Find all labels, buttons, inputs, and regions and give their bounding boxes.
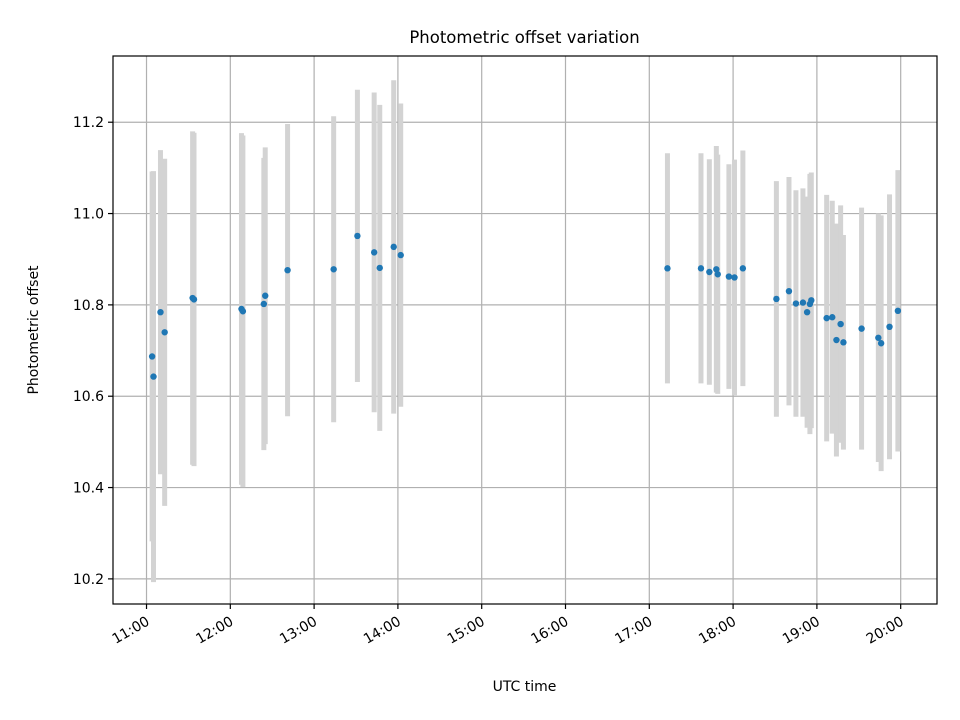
y-tick-label: 11.0: [73, 207, 104, 223]
data-point: [713, 266, 720, 273]
y-tick-label: 10.8: [73, 298, 104, 314]
y-tick: 10.4: [73, 481, 113, 497]
data-point: [148, 353, 156, 360]
data-point: [739, 265, 747, 272]
plot-frame: [112, 55, 938, 605]
data-point: [376, 264, 383, 272]
data-point: [858, 325, 865, 332]
data-point: [837, 320, 844, 328]
data-point: [803, 308, 811, 316]
y-tick: 10.2: [73, 572, 113, 588]
data-point: [785, 287, 793, 295]
data-point: [697, 265, 705, 272]
data-point: [239, 308, 247, 315]
data-point: [731, 274, 738, 281]
data-point: [150, 373, 157, 380]
data-point: [877, 340, 885, 347]
data-point: [714, 271, 721, 278]
data-point: [833, 336, 840, 344]
y-tick-label: 10.6: [73, 389, 104, 405]
y-tick: 11.2: [73, 115, 113, 131]
data-point: [284, 266, 291, 274]
data-point: [161, 329, 168, 336]
data-point: [792, 300, 800, 307]
y-tick: 11.0: [73, 207, 113, 223]
y-tick: 10.6: [73, 389, 113, 405]
y-axis-ticks: 10.2 10.4 10.6 10.8 11.0 11.2: [73, 115, 113, 588]
data-point: [157, 308, 164, 316]
data-point: [370, 249, 378, 256]
data-point: [799, 299, 807, 306]
y-tick: 10.8: [73, 298, 113, 314]
data-point: [829, 314, 836, 321]
data-point: [725, 273, 733, 280]
data-point: [886, 323, 893, 331]
data-point: [840, 339, 847, 346]
chart-title: Photometric offset variation: [409, 28, 639, 47]
data-point: [823, 314, 830, 322]
data-point: [330, 266, 337, 273]
x-axis-label: UTC time: [493, 679, 557, 695]
data-point: [260, 300, 268, 308]
data-point: [190, 296, 198, 303]
data-point: [390, 243, 397, 251]
data-point: [262, 292, 269, 299]
data-point: [354, 232, 361, 240]
y-axis-label: Photometric offset: [26, 265, 42, 395]
data-point: [664, 265, 671, 272]
data-point: [808, 297, 815, 304]
data-point: [773, 295, 780, 303]
data-point: [397, 251, 404, 259]
grid-lines: [113, 56, 937, 604]
y-tick-label: 10.2: [73, 572, 104, 588]
data-point: [894, 307, 902, 315]
y-tick-label: 10.4: [73, 481, 104, 497]
data-point: [706, 268, 713, 276]
data-points: [148, 232, 902, 380]
y-tick-label: 11.2: [73, 115, 104, 131]
data-point: [875, 334, 882, 341]
